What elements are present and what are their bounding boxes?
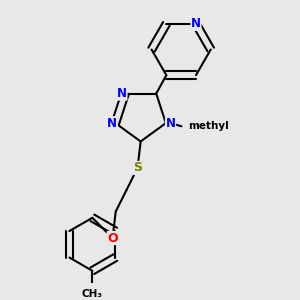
Text: N: N bbox=[117, 87, 127, 100]
Text: S: S bbox=[133, 161, 142, 174]
Text: O: O bbox=[107, 232, 118, 244]
Text: methyl: methyl bbox=[189, 121, 229, 131]
Text: N: N bbox=[166, 117, 176, 130]
Text: N: N bbox=[107, 117, 117, 130]
Text: CH₃: CH₃ bbox=[82, 289, 103, 299]
Text: N: N bbox=[191, 17, 201, 30]
